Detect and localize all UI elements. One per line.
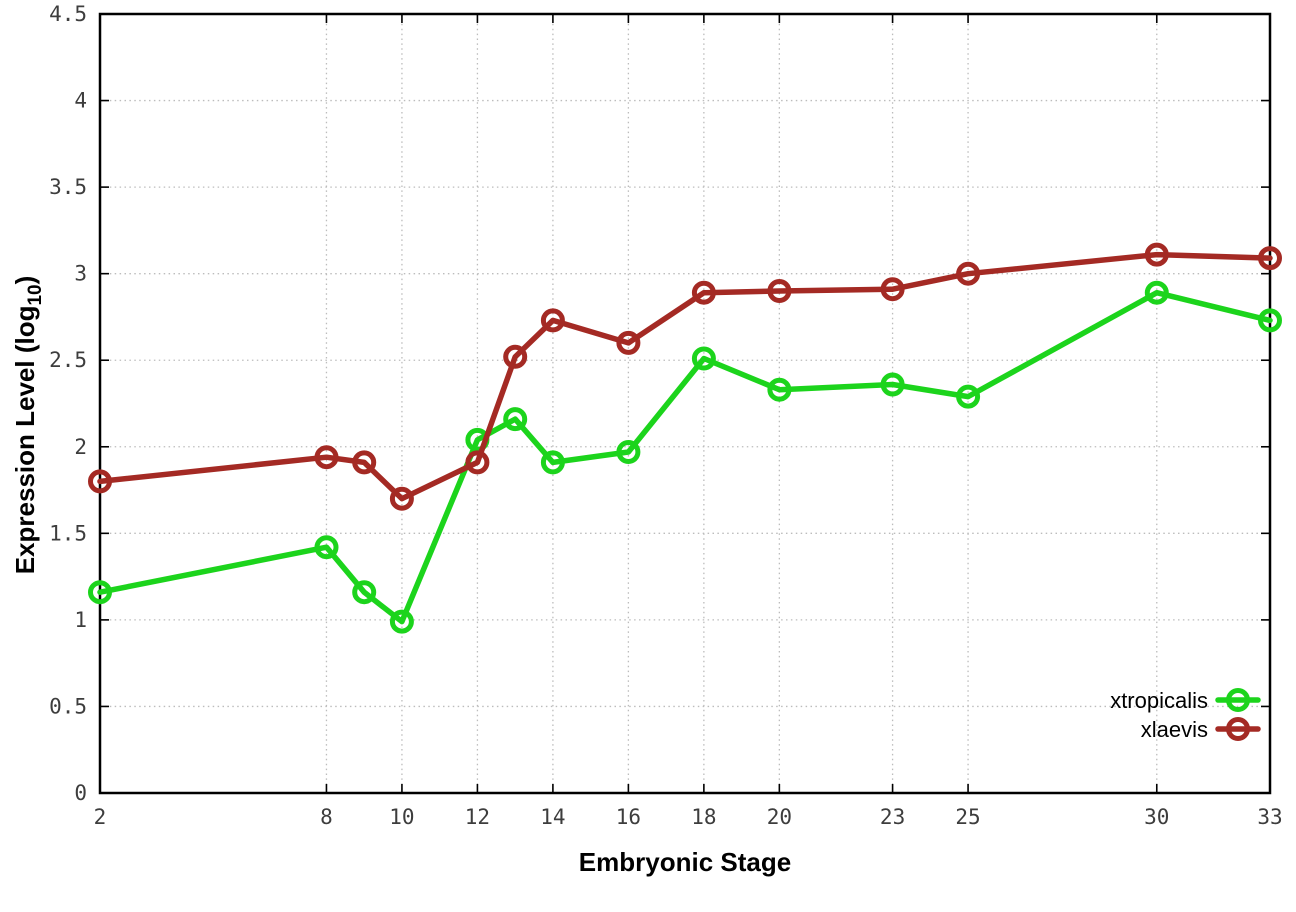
data-point-xtropicalis (767, 377, 792, 402)
x-tick-label: 18 (691, 805, 716, 829)
y-tick-label: 2.5 (49, 348, 87, 372)
x-tick-label: 16 (616, 805, 641, 829)
data-point-xtropicalis (1144, 280, 1169, 305)
data-point-xlaevis (956, 261, 981, 286)
data-point-xlaevis (880, 277, 905, 302)
data-point-xtropicalis (956, 384, 981, 409)
data-point-xtropicalis (314, 535, 339, 560)
grid-lines (100, 14, 1270, 793)
series-xtropicalis (88, 280, 1282, 634)
x-tick-label: 25 (955, 805, 980, 829)
x-tick-label: 12 (465, 805, 490, 829)
x-tick-label: 30 (1144, 805, 1169, 829)
x-tick-labels: 2 8 10 12 14 16 18 20 23 25 30 33 (94, 805, 1283, 829)
y-tick-labels: 0 0.5 1 1.5 2 2.5 3 3.5 4 4.5 (49, 2, 87, 805)
y-tick-label: 3 (74, 262, 87, 286)
x-tick-label: 23 (880, 805, 905, 829)
data-point-xlaevis (465, 450, 490, 475)
data-series (88, 242, 1282, 634)
y-axis-title-subscript: 10 (25, 284, 46, 305)
series-line-xtropicalis (97, 289, 1273, 625)
axis-ticks (99, 13, 1271, 794)
data-point-xtropicalis (691, 346, 716, 371)
y-tick-label: 1 (74, 608, 87, 632)
data-point-xlaevis (503, 344, 528, 369)
legend-label-xtropicalis: xtropicalis (1110, 688, 1208, 713)
data-point-xtropicalis (616, 440, 641, 464)
data-point-xtropicalis (88, 580, 112, 605)
y-tick-label: 3.5 (49, 175, 87, 199)
data-point-xlaevis (389, 486, 414, 511)
y-axis-title: Expression Level (log10) (10, 276, 46, 575)
data-point-xlaevis (691, 280, 716, 305)
data-point-xlaevis (314, 445, 339, 470)
y-tick-label: 0 (74, 781, 87, 805)
y-axis-title-suffix: ) (10, 276, 40, 285)
x-tick-label: 10 (389, 805, 414, 829)
data-point-xtropicalis (880, 372, 905, 397)
y-tick-label: 0.5 (49, 694, 87, 718)
legend-marker-xlaevis (1226, 717, 1250, 741)
legend: xtropicalis xlaevis (1110, 688, 1261, 742)
legend-label-xlaevis: xlaevis (1141, 717, 1208, 742)
y-tick-label: 4 (74, 89, 87, 113)
y-tick-label: 2 (74, 435, 87, 459)
data-point-xtropicalis (540, 450, 565, 475)
data-point-xlaevis (88, 469, 112, 494)
x-tick-label: 2 (94, 805, 107, 829)
legend-entry-xlaevis: xlaevis (1141, 717, 1261, 742)
x-tick-label: 14 (540, 805, 565, 829)
x-tick-label: 8 (320, 805, 333, 829)
y-tick-label: 4.5 (49, 2, 87, 26)
data-point-xlaevis (767, 279, 792, 303)
plot-border (98, 12, 1272, 795)
data-point-xtropicalis (1258, 308, 1282, 333)
y-axis-title-text: Expression Level (log (10, 306, 40, 575)
series-line-xlaevis (97, 251, 1273, 502)
x-axis-title: Embryonic Stage (579, 847, 791, 877)
series-xlaevis (88, 242, 1282, 511)
data-point-xlaevis (616, 330, 641, 355)
legend-entry-xtropicalis: xtropicalis (1110, 688, 1261, 713)
data-point-xtropicalis (389, 609, 414, 634)
x-tick-label: 33 (1257, 805, 1282, 829)
y-tick-label: 1.5 (49, 521, 87, 545)
data-point-xtropicalis (352, 580, 377, 605)
x-tick-label: 20 (767, 805, 792, 829)
data-point-xlaevis (1144, 242, 1169, 267)
data-point-xlaevis (1258, 246, 1282, 271)
legend-marker-xtropicalis (1226, 688, 1250, 712)
data-point-xlaevis (352, 450, 377, 475)
data-point-xlaevis (540, 308, 565, 333)
data-point-xtropicalis (503, 407, 528, 432)
